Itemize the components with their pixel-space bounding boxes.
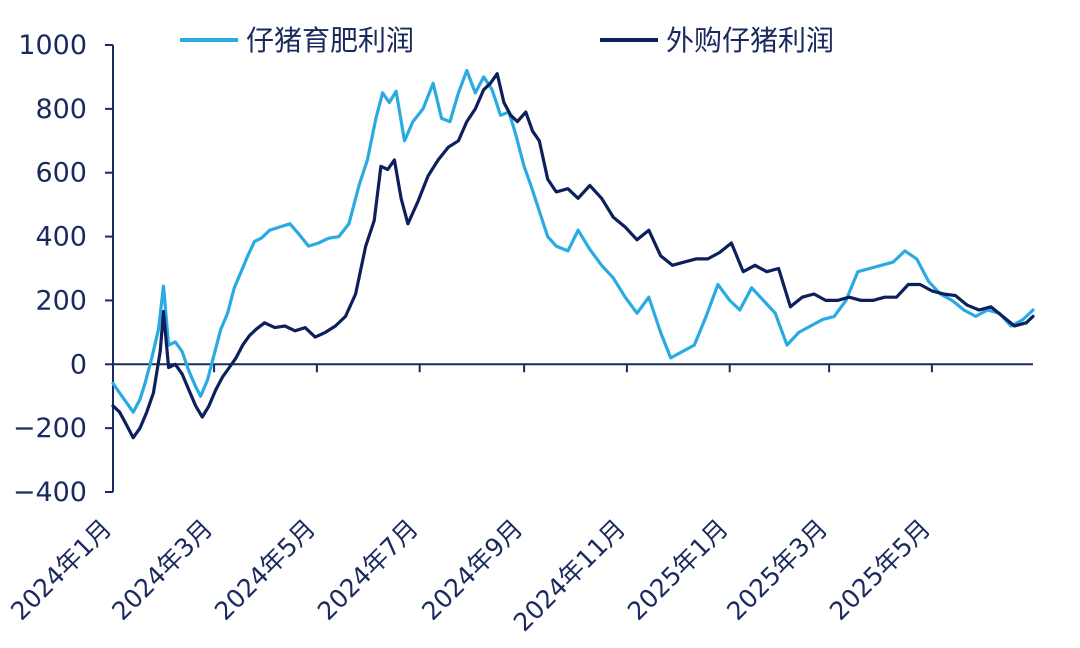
y-tick-label: 1000: [18, 30, 87, 61]
x-tick-label: 2025年5月: [824, 514, 936, 626]
series-line-1: [111, 72, 1035, 440]
y-tick-label: 600: [35, 158, 87, 189]
y-tick-label: 400: [35, 222, 87, 253]
y-tick-label: −400: [13, 477, 87, 508]
x-tick-label: 2025年1月: [622, 514, 734, 626]
x-tick-label: 2024年1月: [5, 514, 117, 626]
x-tick-label: 2024年9月: [416, 514, 528, 626]
legend-label-1: 外购仔猪利润: [666, 24, 834, 57]
y-tick-label: 200: [35, 285, 87, 316]
legend: 仔猪育肥利润 外购仔猪利润: [180, 24, 834, 57]
y-tick-label: −200: [13, 413, 87, 444]
x-tick-label: 2024年5月: [209, 514, 321, 626]
y-tick-label: 800: [35, 94, 87, 125]
y-tick-label: 0: [70, 349, 87, 380]
series-layer: [111, 68, 1035, 440]
legend-label-0: 仔猪育肥利润: [246, 24, 414, 57]
x-tick-label: 2025年3月: [721, 514, 833, 626]
series-line-0: [111, 68, 1035, 414]
x-tick-label: 2024年3月: [106, 514, 218, 626]
x-tick-label: 2024年7月: [312, 514, 424, 626]
